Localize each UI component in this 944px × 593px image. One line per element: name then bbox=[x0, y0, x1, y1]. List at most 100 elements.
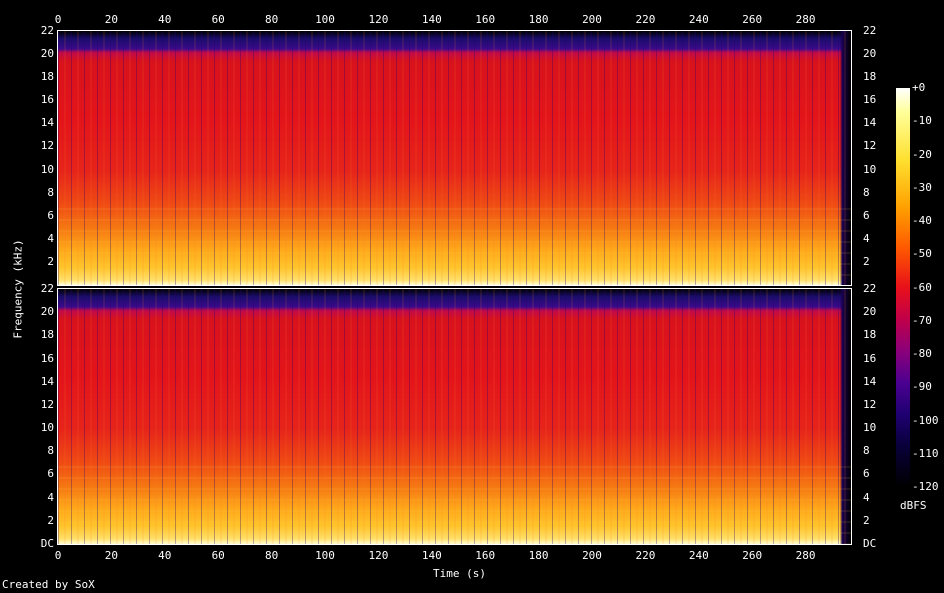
colorbar-tick-label: -30 bbox=[912, 180, 932, 194]
spectrogram-bands bbox=[58, 457, 851, 544]
y-tick-label-left: 18 bbox=[40, 70, 54, 84]
x-tick-label-top: 80 bbox=[264, 13, 279, 26]
x-tick-label-top: 0 bbox=[54, 13, 62, 26]
x-tick-label-bottom: 160 bbox=[475, 549, 496, 562]
y-tick-label-right: 10 bbox=[863, 421, 877, 435]
x-tick-label-bottom: 200 bbox=[582, 549, 602, 562]
y-tick-label-right: 2 bbox=[863, 513, 870, 527]
x-tick-label-bottom: 40 bbox=[158, 549, 172, 562]
x-tick-label-bottom: 260 bbox=[742, 549, 763, 562]
x-tick-label-top: 260 bbox=[742, 13, 763, 26]
x-tick-label-bottom: 240 bbox=[688, 549, 709, 562]
x-tick-label-bottom: 60 bbox=[211, 549, 225, 562]
y-tick-label-right: 8 bbox=[863, 185, 870, 199]
y-tick-label-right: 16 bbox=[863, 93, 877, 107]
y-tick-label-right: 4 bbox=[863, 231, 870, 245]
y-tick-label-right: 16 bbox=[863, 351, 877, 365]
y-tick-label-left: 2 bbox=[47, 513, 54, 527]
colorbar-tick-label: -50 bbox=[912, 247, 932, 261]
y-tick-label-right: 6 bbox=[863, 467, 870, 481]
colorbar-tick-label: -40 bbox=[912, 214, 932, 227]
x-axis-label: Time (s) bbox=[433, 567, 486, 580]
x-tick-label-top: 180 bbox=[528, 13, 549, 26]
colorbar-tick-label: -90 bbox=[912, 380, 932, 394]
colorbar-tick-label: -110 bbox=[912, 446, 939, 460]
y-tick-label-left: 10 bbox=[40, 421, 54, 435]
y-tick-label-right: 22 bbox=[863, 24, 877, 37]
y-tick-label-left: 16 bbox=[40, 351, 54, 365]
x-tick-label-top: 40 bbox=[158, 13, 172, 26]
y-tick-label-right: 18 bbox=[863, 70, 877, 84]
y-tick-label-right: DC bbox=[863, 537, 877, 550]
y-tick-label-right: 22 bbox=[863, 282, 877, 295]
y-tick-label-right: 12 bbox=[863, 139, 877, 153]
x-tick-label-bottom: 20 bbox=[104, 549, 119, 562]
y-tick-label-right: 20 bbox=[863, 47, 877, 61]
colorbar-tick-label: -70 bbox=[912, 313, 932, 327]
x-tick-label-bottom: 280 bbox=[795, 549, 816, 562]
y-tick-label-left: 12 bbox=[40, 397, 54, 411]
x-tick-label-bottom: 220 bbox=[635, 549, 656, 562]
y-tick-label-left: 10 bbox=[40, 162, 54, 176]
y-tick-label-left: 8 bbox=[47, 444, 54, 458]
spectrogram-channel-2 bbox=[57, 288, 852, 545]
spectrogram-texture bbox=[58, 289, 851, 544]
y-tick-label-left: 14 bbox=[40, 374, 54, 388]
y-tick-label-left: 14 bbox=[40, 116, 54, 130]
x-tick-label-bottom: 80 bbox=[264, 549, 279, 562]
y-tick-label-left: 20 bbox=[40, 305, 54, 319]
spectrogram-texture bbox=[58, 31, 851, 285]
y-tick-label-left: 6 bbox=[47, 467, 54, 481]
colorbar-tick-label: +0 bbox=[912, 81, 926, 94]
x-tick-label-bottom: 100 bbox=[315, 549, 335, 562]
y-tick-label-left: 20 bbox=[40, 47, 54, 61]
x-tick-label-top: 160 bbox=[475, 13, 496, 26]
colorbar bbox=[896, 88, 910, 487]
x-tick-label-top: 140 bbox=[421, 13, 442, 26]
y-tick-label-left: 22 bbox=[40, 24, 54, 37]
y-tick-label-left: 8 bbox=[47, 185, 54, 199]
x-tick-label-top: 120 bbox=[368, 13, 389, 26]
y-tick-label-right: 14 bbox=[863, 374, 877, 388]
colorbar-tick-label: -60 bbox=[912, 280, 932, 294]
y-tick-label-right: 6 bbox=[863, 208, 870, 222]
y-tick-label-right: 18 bbox=[863, 328, 877, 342]
y-tick-label-left: 4 bbox=[47, 231, 54, 245]
y-tick-label-left: DC bbox=[40, 537, 54, 550]
y-tick-label-left: 2 bbox=[47, 254, 54, 268]
x-tick-label-bottom: 140 bbox=[421, 549, 442, 562]
y-tick-label-left: 4 bbox=[47, 490, 54, 504]
y-tick-label-left: 6 bbox=[47, 208, 54, 222]
x-tick-label-bottom: 0 bbox=[54, 549, 62, 562]
colorbar-tick-label: -100 bbox=[912, 413, 939, 427]
x-tick-label-top: 60 bbox=[211, 13, 225, 26]
x-tick-label-bottom: 180 bbox=[528, 549, 549, 562]
y-tick-label-right: 12 bbox=[863, 397, 877, 411]
colorbar-tick-label: -20 bbox=[912, 147, 932, 161]
colorbar-label: dBFS bbox=[900, 499, 927, 512]
x-tick-label-top: 20 bbox=[104, 13, 119, 26]
x-tick-label-top: 100 bbox=[315, 13, 335, 26]
spectrogram-image bbox=[58, 289, 851, 544]
y-tick-label-right: 4 bbox=[863, 490, 870, 504]
colorbar-tick-label: -10 bbox=[912, 114, 932, 128]
x-tick-label-bottom: 120 bbox=[368, 549, 389, 562]
y-tick-label-left: 12 bbox=[40, 139, 54, 153]
y-tick-label-right: 20 bbox=[863, 305, 877, 319]
spectrogram-bands bbox=[58, 198, 851, 285]
colorbar-tick-label: -120 bbox=[912, 480, 939, 493]
y-tick-label-left: 16 bbox=[40, 93, 54, 107]
x-tick-label-top: 240 bbox=[688, 13, 709, 26]
y-tick-label-right: 14 bbox=[863, 116, 877, 130]
x-tick-label-top: 280 bbox=[795, 13, 816, 26]
y-tick-label-right: 8 bbox=[863, 444, 870, 458]
y-tick-label-left: 22 bbox=[40, 282, 54, 295]
spectrogram-channel-1 bbox=[57, 30, 852, 286]
footer-credit: Created by SoX bbox=[2, 578, 95, 591]
y-tick-label-left: 18 bbox=[40, 328, 54, 342]
spectrogram-image bbox=[58, 31, 851, 285]
x-tick-label-top: 200 bbox=[582, 13, 602, 26]
y-tick-label-right: 10 bbox=[863, 162, 877, 176]
x-tick-label-top: 220 bbox=[635, 13, 656, 26]
